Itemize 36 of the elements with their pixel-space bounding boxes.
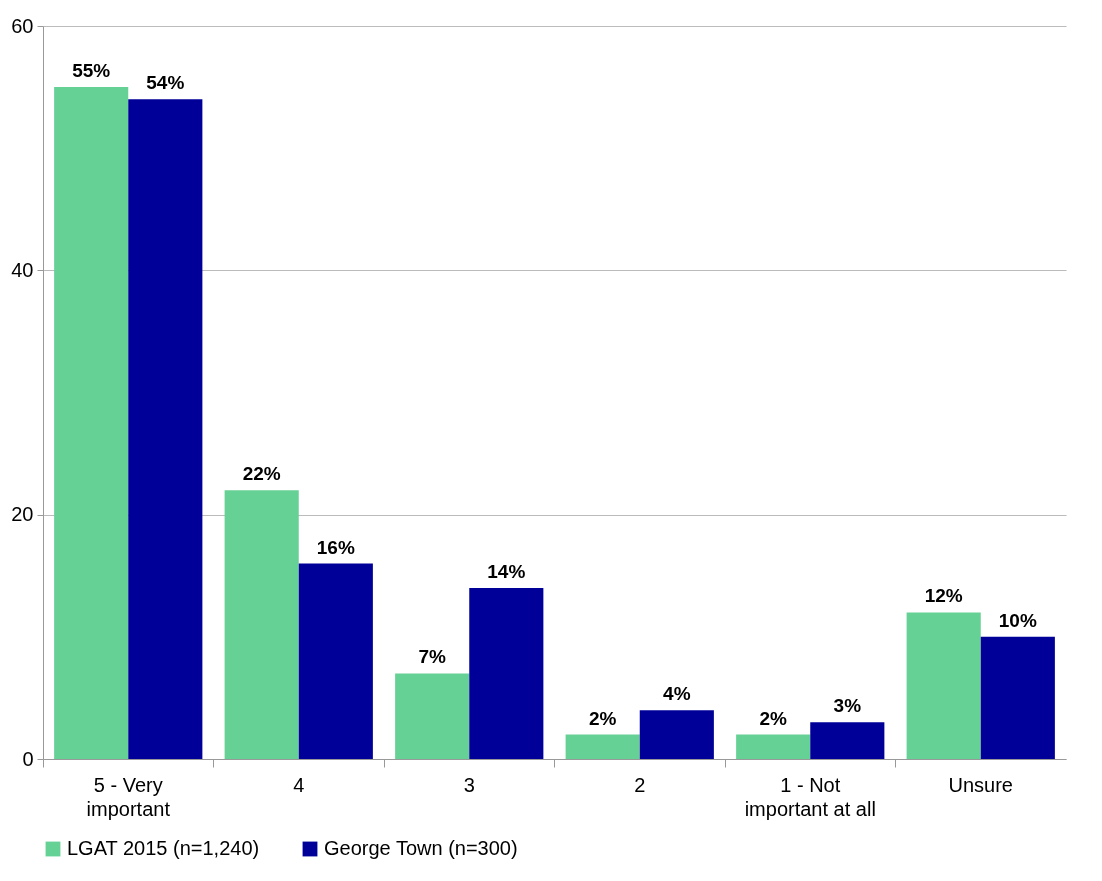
bar <box>298 563 373 759</box>
y-tick-label: 0 <box>22 747 34 770</box>
y-tick-label: 60 <box>11 14 34 37</box>
data-label: 2% <box>588 707 617 729</box>
data-label: 55% <box>72 60 111 82</box>
x-tick-label: Unsure <box>948 773 1013 796</box>
bar <box>639 710 714 759</box>
x-tick-label: 1 - Not important at all <box>744 773 876 820</box>
bar <box>469 587 544 759</box>
data-label: 4% <box>663 683 691 705</box>
bar <box>565 734 640 759</box>
bar <box>980 636 1055 759</box>
data-label: 7% <box>418 646 447 668</box>
bar <box>224 490 299 759</box>
x-tick-label: 4 <box>293 773 305 796</box>
data-label: 16% <box>316 536 355 558</box>
bar <box>736 734 811 759</box>
data-label: 3% <box>833 695 862 717</box>
bar <box>906 612 981 759</box>
data-label: 10% <box>998 609 1037 631</box>
x-tick-label: 3 <box>463 773 475 796</box>
data-label: 2% <box>759 707 788 729</box>
data-label: 22% <box>242 463 281 485</box>
y-tick-label: 40 <box>11 258 34 281</box>
bar <box>128 99 203 759</box>
y-tick-label: 20 <box>11 503 34 526</box>
x-tick-label: 2 <box>634 773 646 796</box>
bar <box>810 722 885 759</box>
legend-label: George Town (n=300) <box>324 837 518 859</box>
x-tick-label: 5 - Very important <box>86 773 171 820</box>
data-label: 14% <box>487 560 526 582</box>
data-label: 12% <box>924 585 963 607</box>
bar <box>54 87 129 759</box>
legend-label: LGAT 2015 (n=1,240) <box>67 837 260 859</box>
bar <box>395 673 470 759</box>
data-label: 54% <box>146 72 185 94</box>
